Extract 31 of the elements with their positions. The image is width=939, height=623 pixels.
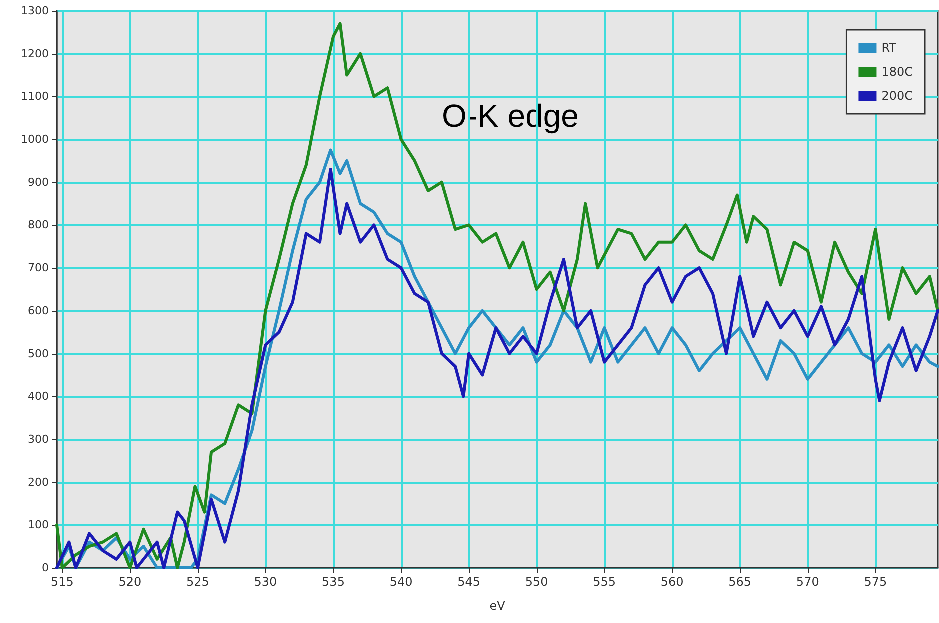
x-tick-label: 565 xyxy=(728,575,752,589)
y-tick-label: 600 xyxy=(28,304,49,318)
x-tick-label: 520 xyxy=(118,575,142,589)
x-tick-label: 570 xyxy=(796,575,820,589)
y-tick-label: 700 xyxy=(28,262,49,275)
x-tick-label: 515 xyxy=(50,575,74,589)
y-tick-label: 0 xyxy=(42,562,49,574)
y-tick-label: 500 xyxy=(28,347,49,360)
y-tick-label: 100 xyxy=(28,518,49,532)
x-tick-label: 530 xyxy=(254,575,278,589)
y-tick-label: 200 xyxy=(28,476,49,489)
legend-label: 200C xyxy=(882,89,914,103)
x-tick-label: 555 xyxy=(593,575,616,589)
y-tick-label: 1000 xyxy=(21,133,49,146)
legend-label: RT xyxy=(882,41,898,55)
y-tick-label: 400 xyxy=(28,390,49,404)
x-tick-label: 540 xyxy=(390,575,413,589)
x-tick-label: 525 xyxy=(186,575,210,589)
x-tick-label: 560 xyxy=(660,575,684,589)
y-tick-label: 1300 xyxy=(21,4,49,18)
y-tick-label: 1100 xyxy=(21,90,49,104)
x-tick-label: 575 xyxy=(864,575,888,589)
legend-label: 180C xyxy=(882,65,914,79)
x-axis-title: eV xyxy=(490,599,506,613)
x-tick-label: 535 xyxy=(322,575,345,589)
y-tick-label: 1200 xyxy=(21,47,49,60)
x-tick-label: 545 xyxy=(458,575,480,589)
y-tick-label: 300 xyxy=(28,432,49,446)
y-tick-label: 800 xyxy=(28,218,49,232)
y-tick-label: 900 xyxy=(28,176,49,189)
x-tick-label: 550 xyxy=(525,575,548,589)
